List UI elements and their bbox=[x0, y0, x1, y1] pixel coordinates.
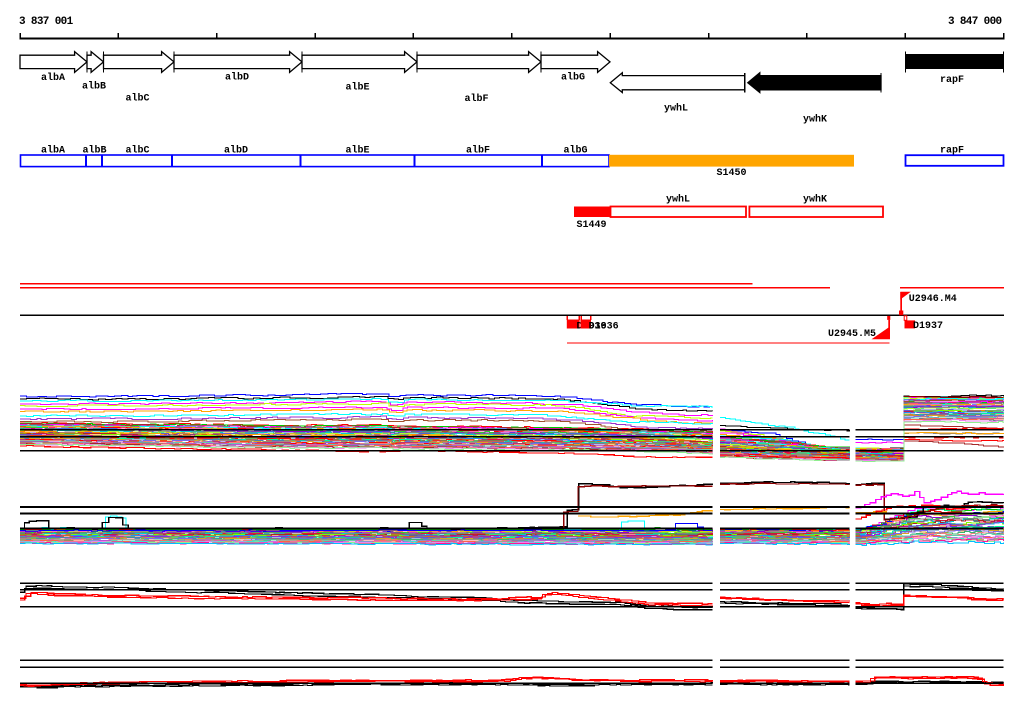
svg-text:3 847 000: 3 847 000 bbox=[948, 16, 1002, 28]
svg-text:ywhL: ywhL bbox=[664, 103, 688, 115]
svg-text:U2945.M5: U2945.M5 bbox=[828, 329, 876, 340]
svg-text:ywhK: ywhK bbox=[803, 194, 827, 206]
svg-text:albC: albC bbox=[125, 145, 149, 157]
svg-text:albA: albA bbox=[41, 145, 65, 157]
svg-text:rapF: rapF bbox=[940, 75, 964, 86]
svg-text:albF: albF bbox=[464, 93, 488, 105]
svg-text:albC: albC bbox=[125, 93, 149, 105]
svg-text:albB: albB bbox=[82, 81, 106, 93]
svg-text:albG: albG bbox=[563, 145, 587, 157]
svg-text:ywhK: ywhK bbox=[803, 114, 827, 126]
svg-text:S1449: S1449 bbox=[576, 220, 606, 231]
svg-text:albF: albF bbox=[466, 145, 490, 157]
svg-text:albG: albG bbox=[561, 72, 585, 84]
svg-text:albB: albB bbox=[82, 145, 106, 157]
svg-text:albE: albE bbox=[345, 82, 369, 94]
svg-text:D1937: D1937 bbox=[913, 321, 943, 332]
svg-text:albD: albD bbox=[225, 72, 249, 84]
svg-text:rapF: rapF bbox=[940, 146, 964, 157]
svg-text:D1936: D1936 bbox=[577, 321, 607, 332]
svg-text:albE: albE bbox=[345, 145, 369, 157]
svg-text:albD: albD bbox=[224, 145, 248, 157]
svg-text:S1450: S1450 bbox=[716, 168, 746, 179]
svg-text:U2946.M4: U2946.M4 bbox=[909, 294, 957, 305]
svg-text:ywhL: ywhL bbox=[666, 194, 690, 206]
svg-text:3 837 001: 3 837 001 bbox=[19, 16, 74, 28]
svg-text:D1936: D1936 bbox=[589, 321, 619, 332]
svg-text:albA: albA bbox=[41, 72, 65, 84]
